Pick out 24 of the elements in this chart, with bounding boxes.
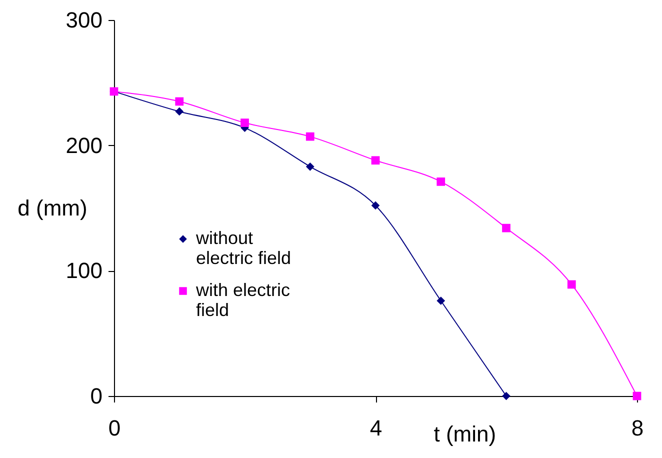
point (306, 132, 314, 141)
y-axis-title: d (mm) (18, 196, 88, 220)
point (175, 97, 184, 106)
point (306, 162, 314, 171)
point (240, 118, 249, 127)
legend-label: without electric field (195, 228, 292, 268)
point (371, 156, 380, 165)
point (371, 201, 380, 210)
x-tick-label: 0 (108, 416, 121, 440)
y-tick-label: 200 (66, 132, 102, 158)
y-tick-label: 0 (90, 384, 102, 408)
x-axis-title: t (min) (434, 422, 496, 446)
y-tick-label: 300 (66, 8, 102, 32)
point (175, 107, 184, 116)
point (567, 280, 576, 289)
y-tick-label: 100 (66, 258, 102, 284)
point (502, 224, 510, 232)
point (632, 392, 642, 400)
point (502, 392, 510, 400)
x-tick-label: 8 (631, 416, 644, 440)
x-tick-label: 4 (370, 416, 382, 440)
point (436, 177, 446, 186)
legend-label: with electric field (195, 280, 290, 320)
point (436, 296, 446, 305)
